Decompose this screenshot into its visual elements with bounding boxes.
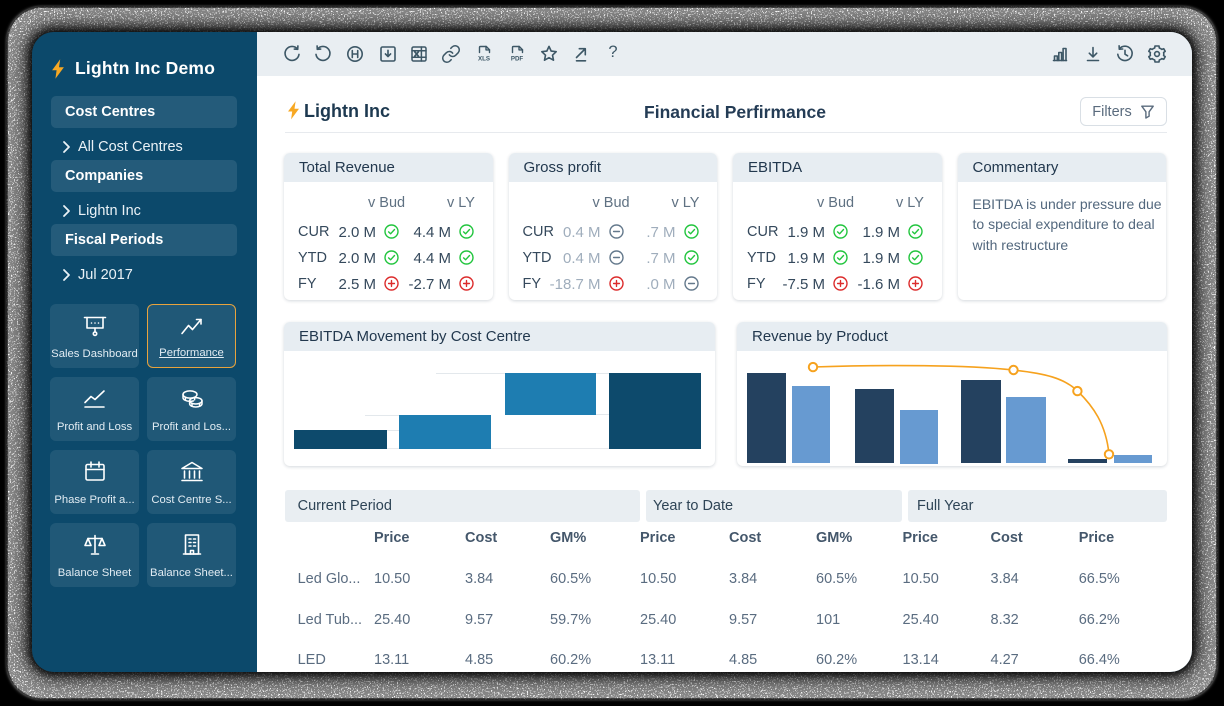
svg-text:PDF: PDF: [510, 56, 523, 63]
svg-text:XLS: XLS: [477, 56, 489, 63]
